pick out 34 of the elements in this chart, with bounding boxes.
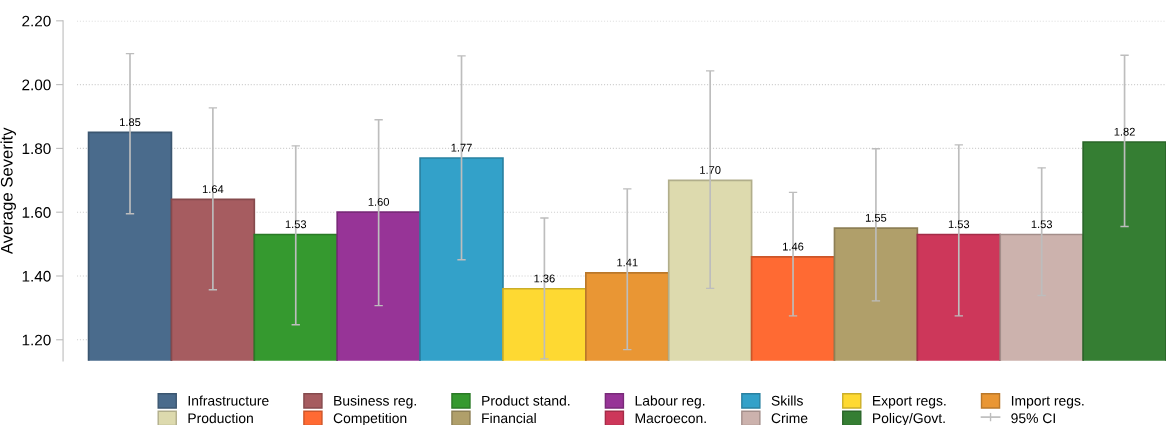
- y-tick-label: 1.60: [22, 207, 51, 218]
- data-label: 1.53: [1031, 220, 1053, 229]
- data-label: 1.53: [948, 220, 970, 229]
- y-tick-label: 1.20: [22, 334, 51, 346]
- data-label: 1.41: [617, 258, 638, 267]
- text: 95% CI: [1011, 413, 1055, 424]
- legend-label: Production: [188, 412, 253, 424]
- data-label: 1.85: [120, 118, 141, 127]
- y-tick-label: 1.40: [22, 270, 51, 282]
- data-label: 1.53: [285, 220, 307, 229]
- legend-label: Export regs.: [873, 395, 946, 409]
- legend-label: Import regs.: [1011, 395, 1084, 409]
- legend-label: Skills: [771, 395, 803, 406]
- legend-label: Business reg.: [334, 395, 416, 409]
- data-label: 1.70: [700, 166, 721, 174]
- y-tick-label: 2.00: [22, 79, 51, 91]
- data-label: 1.82: [1114, 127, 1135, 136]
- y-axis-title: Average Severity: [0, 127, 16, 255]
- legend-label: Macroecon.: [635, 413, 706, 424]
- legend-label: Competition: [333, 412, 407, 425]
- legend-label: Infrastructure: [188, 395, 269, 406]
- data-label: 1.60: [368, 197, 390, 206]
- y-tick-label: 1.80: [22, 143, 51, 155]
- legend-label: Policy/Govt.: [873, 412, 945, 425]
- data-label: 1.55: [865, 214, 887, 222]
- data-label: 1.64: [202, 185, 224, 194]
- legend-label: Crime: [771, 412, 808, 424]
- legend-label: Financial: [482, 412, 536, 424]
- data-label: 1.77: [451, 143, 472, 152]
- y-tick-label: 2.20: [22, 15, 51, 27]
- legend-label: Labour reg.: [635, 395, 705, 409]
- data-label: 1.46: [783, 242, 804, 251]
- data-label: 1.36: [534, 274, 555, 283]
- legend-label: Product stand.: [482, 395, 570, 406]
